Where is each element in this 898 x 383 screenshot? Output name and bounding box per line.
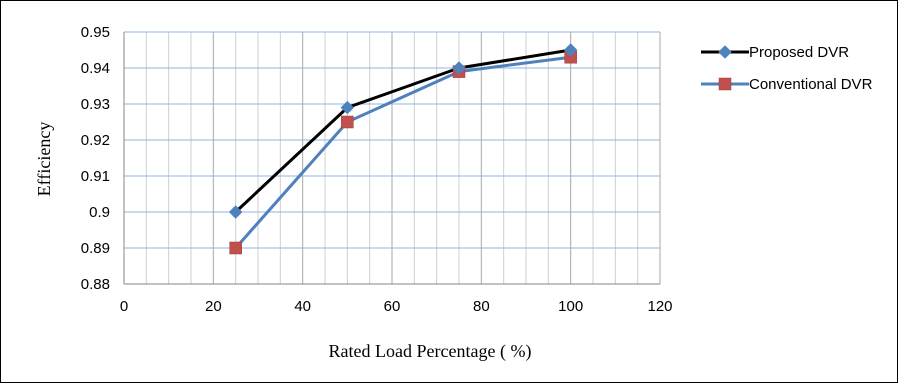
data-point-conventional-dvr [229, 241, 242, 255]
legend-marker [718, 45, 732, 59]
y-tick-labels: 0.88 0.89 0.9 0.91 0.92 0.93 0.94 0.95 [81, 24, 110, 293]
y-tick-label: 0.95 [81, 24, 110, 41]
x-axis-title: Rated Load Percentage ( %) [329, 341, 532, 362]
x-tick-label: 0 [120, 298, 128, 315]
data-point-proposed-dvr [452, 61, 466, 75]
x-tick-label: 20 [205, 298, 222, 315]
x-tick-label: 80 [473, 298, 490, 315]
series-markers [228, 43, 578, 255]
grid [124, 31, 661, 284]
y-tick-label: 0.94 [81, 60, 110, 77]
legend: Proposed DVR Conventional DVR [701, 44, 873, 93]
x-tick-label: 40 [294, 298, 311, 315]
data-point-proposed-dvr [228, 205, 243, 219]
x-tick-label: 120 [647, 298, 672, 315]
data-point-proposed-dvr [340, 100, 355, 115]
legend-marker [718, 77, 732, 91]
y-tick-label: 0.9 [89, 204, 110, 221]
series-lines [234, 48, 571, 249]
y-tick-label: 0.91 [81, 168, 110, 185]
data-point-conventional-dvr [341, 115, 354, 129]
y-tick-label: 0.89 [81, 240, 110, 257]
data-point-proposed-dvr [563, 43, 578, 57]
x-tick-labels: 0 20 40 60 80 100 120 [120, 298, 673, 315]
series-line-conventional-dvr [234, 55, 571, 249]
y-tick-label: 0.93 [81, 96, 110, 113]
legend-label: Proposed DVR [749, 44, 849, 61]
x-tick-label: 100 [558, 298, 583, 315]
y-axis-title: Efficiency [34, 122, 54, 197]
series-line-proposed-dvr [234, 48, 571, 214]
legend-label: Conventional DVR [749, 76, 873, 93]
y-tick-label: 0.92 [81, 132, 110, 149]
y-tick-label: 0.88 [81, 276, 110, 293]
x-tick-label: 60 [384, 298, 401, 315]
axes [123, 32, 660, 285]
